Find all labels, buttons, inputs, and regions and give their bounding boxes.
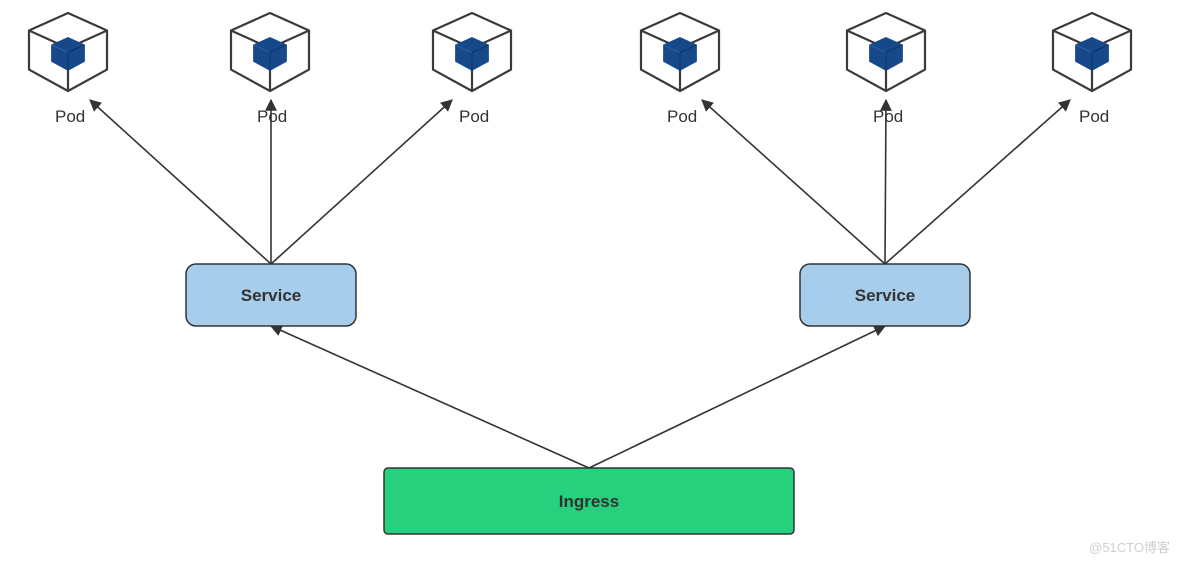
watermark-text: @51CTO博客	[1089, 537, 1170, 556]
pod-label: Pod	[667, 107, 697, 126]
pod-pod6: Pod	[1053, 13, 1131, 126]
pod-label: Pod	[55, 107, 85, 126]
pod-pod1: Pod	[29, 13, 107, 126]
arrow	[271, 326, 589, 468]
ingress-label: Ingress	[559, 492, 619, 511]
pod-label: Pod	[257, 107, 287, 126]
service-label: Service	[241, 286, 302, 305]
pod-label: Pod	[1079, 107, 1109, 126]
arrow	[885, 100, 1070, 264]
arrow	[90, 100, 271, 264]
pod-pod3: Pod	[433, 13, 511, 126]
pod-pod2: Pod	[231, 13, 309, 126]
service-label: Service	[855, 286, 916, 305]
svc1: Service	[186, 264, 356, 326]
pod-pod5: Pod	[847, 13, 925, 126]
arrow	[271, 100, 452, 264]
architecture-diagram: Pod Pod Pod Pod Pod Pod Service Service Ingress	[0, 0, 1184, 564]
pod-label: Pod	[459, 107, 489, 126]
pod-label: Pod	[873, 107, 903, 126]
ingress-box: Ingress	[384, 468, 794, 534]
svc2: Service	[800, 264, 970, 326]
arrow	[589, 326, 885, 468]
pod-pod4: Pod	[641, 13, 719, 126]
arrow	[702, 100, 885, 264]
